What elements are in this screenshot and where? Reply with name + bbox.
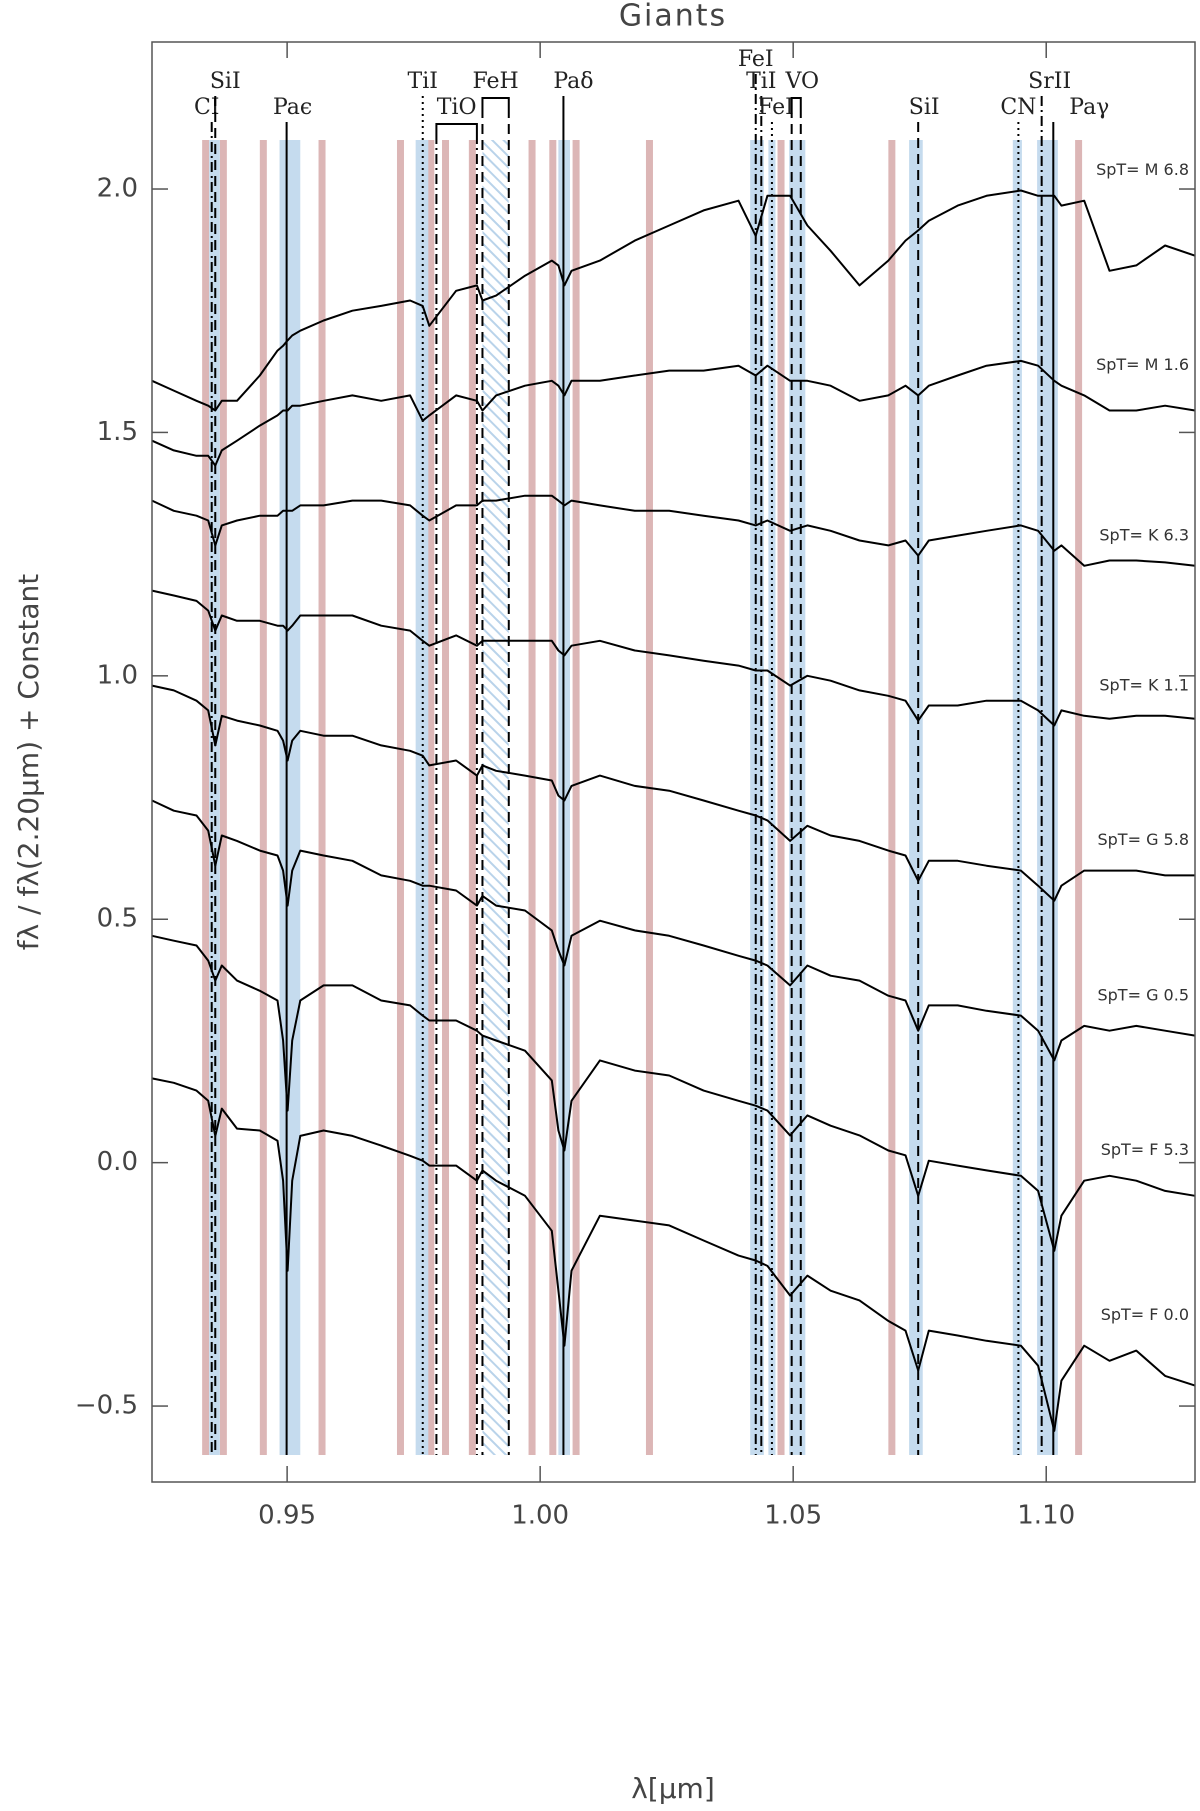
spectrum-line	[151, 589, 1196, 727]
telluric-band	[1075, 140, 1083, 1455]
x-axis-label: λ[μm]	[631, 1772, 715, 1805]
feature-label: FeI	[738, 47, 774, 72]
x-tick-label: 1.10	[1017, 1501, 1075, 1531]
feature-band	[279, 140, 301, 1455]
feature-label: CN	[1000, 95, 1036, 120]
feature-label: TiO	[437, 95, 477, 120]
feature-bracket	[790, 97, 802, 108]
telluric-band	[888, 140, 896, 1455]
x-tick-label: 0.95	[258, 1501, 316, 1531]
telluric-band	[427, 140, 435, 1455]
hatched-band	[482, 140, 509, 1455]
plot-frame	[151, 41, 1196, 1483]
spectrum-line	[151, 934, 1196, 1252]
series-label: SpT= K 6.3	[1099, 525, 1189, 544]
series-label: SpT= M 6.8	[1096, 160, 1189, 179]
x-tick-label: 1.00	[511, 1501, 569, 1531]
feature-band	[768, 140, 776, 1455]
telluric-band	[259, 140, 267, 1455]
feature-label: FeI	[758, 95, 794, 120]
series-label: SpT= F 0.0	[1101, 1305, 1189, 1324]
telluric-band	[645, 140, 653, 1455]
telluric-band	[528, 140, 536, 1455]
series-label: SpT= G 0.5	[1097, 985, 1189, 1004]
series-label: SpT= F 5.3	[1101, 1140, 1189, 1159]
feature-label: TiI	[746, 69, 776, 94]
telluric-band	[549, 140, 557, 1455]
feature-band	[209, 140, 220, 1455]
telluric-band	[468, 140, 476, 1455]
telluric-band	[396, 140, 404, 1455]
spectrum-line	[151, 189, 1196, 412]
y-tick-label: 1.0	[97, 660, 138, 690]
spectrum-line	[151, 494, 1196, 567]
feature-bracket	[435, 123, 478, 134]
feature-band	[1012, 140, 1022, 1455]
telluric-band	[442, 140, 450, 1455]
spectrum-line	[151, 799, 1196, 1062]
telluric-band	[219, 140, 227, 1455]
telluric-band	[572, 140, 580, 1455]
series-label: SpT= K 1.1	[1099, 675, 1189, 694]
feature-label: SrII	[1028, 69, 1071, 94]
telluric-band	[318, 140, 326, 1455]
x-tick-label: 1.05	[764, 1501, 822, 1531]
feature-band	[415, 140, 429, 1455]
spectrum-line	[151, 359, 1196, 467]
feature-label: FeH	[472, 69, 518, 94]
chart-title: Giants	[619, 0, 727, 34]
telluric-band	[777, 140, 785, 1455]
y-tick-label: 0.5	[97, 904, 138, 934]
y-tick-label: 0.0	[97, 1147, 138, 1177]
feature-label: SiI	[210, 69, 241, 94]
feature-band	[750, 140, 764, 1455]
feature-label: Paϵ	[273, 95, 312, 120]
feature-label: SiI	[909, 95, 940, 120]
telluric-band	[202, 140, 210, 1455]
y-axis-label: fλ / fλ(2.20μm) + Constant	[12, 574, 45, 951]
feature-band	[909, 140, 923, 1455]
y-tick-label: 2.0	[97, 174, 138, 204]
y-tick-label: −0.5	[75, 1391, 138, 1421]
series-label: SpT= M 1.6	[1096, 355, 1189, 374]
series-label: SpT= G 5.8	[1097, 830, 1189, 849]
y-tick-label: 1.5	[97, 417, 138, 447]
feature-band	[1037, 140, 1058, 1455]
feature-label: TiI	[408, 69, 438, 94]
feature-bracket	[481, 97, 510, 108]
spectrum-line	[151, 1077, 1196, 1432]
feature-label: Paδ	[553, 69, 593, 94]
feature-label: Paγ	[1069, 95, 1109, 120]
spectrum-line	[151, 684, 1195, 902]
feature-label: VO	[784, 69, 819, 94]
